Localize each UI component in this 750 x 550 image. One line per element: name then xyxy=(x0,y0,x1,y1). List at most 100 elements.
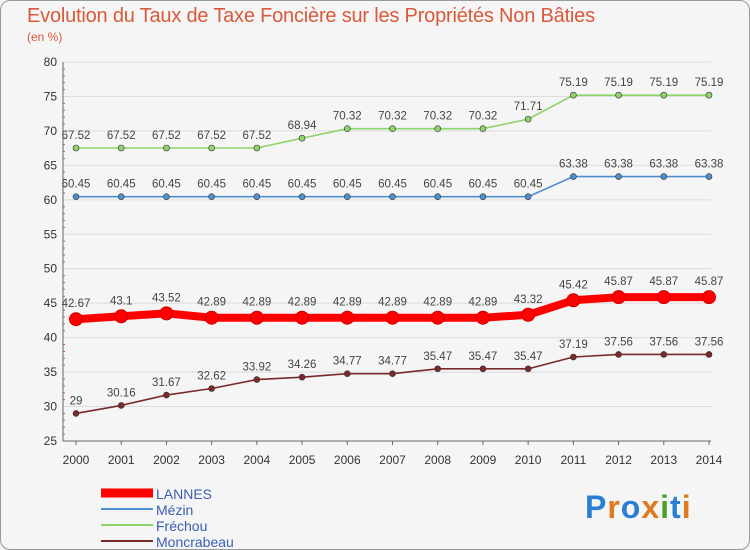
data-label: 43.32 xyxy=(514,294,543,306)
data-label: 35.47 xyxy=(423,351,452,363)
data-label: 43.52 xyxy=(152,292,181,304)
data-point xyxy=(615,173,622,180)
data-point xyxy=(660,173,668,180)
data-point xyxy=(114,309,129,324)
data-point xyxy=(249,310,264,325)
data-point xyxy=(340,310,355,325)
x-tick-label: 2005 xyxy=(289,453,316,467)
x-tick-label: 2007 xyxy=(379,453,406,467)
data-label: 34.77 xyxy=(333,356,362,368)
data-label: 60.45 xyxy=(62,179,91,191)
data-point xyxy=(524,365,532,373)
data-label: 68.94 xyxy=(288,120,317,132)
data-label: 60.45 xyxy=(514,179,543,191)
data-point xyxy=(479,193,487,201)
data-point xyxy=(702,290,716,305)
data-label: 67.52 xyxy=(107,130,136,142)
data-label: 45.87 xyxy=(649,276,678,288)
y-tick-label: 80 xyxy=(44,55,58,69)
data-label: 45.87 xyxy=(695,276,724,288)
x-tick-label: 2003 xyxy=(198,453,225,467)
data-label: 67.52 xyxy=(197,130,226,142)
data-label: 45.42 xyxy=(559,279,588,291)
data-label: 70.32 xyxy=(333,111,362,123)
data-label: 67.52 xyxy=(62,130,91,142)
x-tick-label: 2012 xyxy=(605,453,632,467)
data-label: 34.26 xyxy=(288,359,317,371)
data-label: 37.56 xyxy=(695,336,724,348)
data-point xyxy=(656,290,671,305)
data-point xyxy=(385,310,400,325)
y-tick-label: 30 xyxy=(44,400,58,414)
data-point xyxy=(253,193,261,201)
data-label: 67.52 xyxy=(242,130,271,142)
data-point xyxy=(389,193,396,201)
x-tick-label: 2014 xyxy=(696,453,723,467)
data-point xyxy=(705,351,713,358)
data-point xyxy=(117,402,125,409)
data-label: 35.47 xyxy=(514,351,543,363)
data-label: 60.45 xyxy=(197,179,226,191)
y-tick-label: 60 xyxy=(44,193,58,207)
proxiti-logo: Proxiti xyxy=(585,489,692,525)
data-label: 42.89 xyxy=(288,297,317,309)
data-point xyxy=(343,370,351,377)
data-point xyxy=(705,173,713,180)
data-label: 60.45 xyxy=(469,179,498,191)
data-label: 42.89 xyxy=(423,297,452,309)
data-label: 42.89 xyxy=(242,297,271,309)
x-tick-label: 2013 xyxy=(650,453,677,467)
data-point xyxy=(660,351,668,358)
data-label: 71.71 xyxy=(514,101,543,113)
data-point xyxy=(117,144,125,152)
data-point xyxy=(660,91,668,99)
data-label: 37.56 xyxy=(649,336,678,348)
data-label: 37.56 xyxy=(604,336,633,348)
data-point xyxy=(570,353,577,361)
data-label: 33.92 xyxy=(242,362,271,374)
chart-subtitle: (en %) xyxy=(27,30,63,44)
x-tick-label: 2008 xyxy=(424,453,451,467)
data-point xyxy=(611,290,626,305)
data-label: 63.38 xyxy=(649,159,678,171)
data-label: 35.47 xyxy=(469,351,498,363)
data-label: 32.62 xyxy=(197,370,226,382)
data-label: 75.19 xyxy=(559,77,588,89)
legend-label: LANNES xyxy=(156,486,212,502)
legend-label: Moncrabeau xyxy=(156,534,234,550)
data-point xyxy=(521,307,536,322)
data-point xyxy=(117,193,125,201)
data-label: 60.45 xyxy=(242,179,271,191)
data-point xyxy=(479,125,487,133)
data-label: 60.45 xyxy=(152,179,181,191)
data-label: 70.32 xyxy=(378,111,407,123)
data-point xyxy=(72,144,80,152)
data-point xyxy=(208,144,215,152)
data-point xyxy=(204,310,219,325)
data-label: 42.89 xyxy=(197,297,226,309)
data-point xyxy=(208,193,215,201)
data-point xyxy=(479,365,487,373)
data-label: 70.32 xyxy=(469,111,498,123)
data-label: 67.52 xyxy=(152,130,181,142)
data-label: 31.67 xyxy=(152,377,181,389)
data-label: 75.19 xyxy=(649,77,678,89)
chart-title: Evolution du Taux de Taxe Foncière sur l… xyxy=(27,5,595,27)
data-point xyxy=(253,376,261,383)
data-label: 43.1 xyxy=(110,295,132,307)
data-label: 42.89 xyxy=(469,297,498,309)
data-label: 60.45 xyxy=(423,179,452,191)
legend-label: Fréchou xyxy=(156,518,207,534)
data-label: 60.45 xyxy=(288,179,317,191)
data-point xyxy=(430,310,445,325)
x-tick-label: 2000 xyxy=(63,453,90,467)
x-tick-label: 2009 xyxy=(470,453,497,467)
data-point xyxy=(434,365,442,373)
data-point xyxy=(434,125,442,133)
y-tick-label: 40 xyxy=(44,331,58,345)
y-tick-label: 50 xyxy=(44,262,58,276)
data-label: 45.87 xyxy=(604,276,633,288)
x-tick-label: 2004 xyxy=(244,453,271,467)
